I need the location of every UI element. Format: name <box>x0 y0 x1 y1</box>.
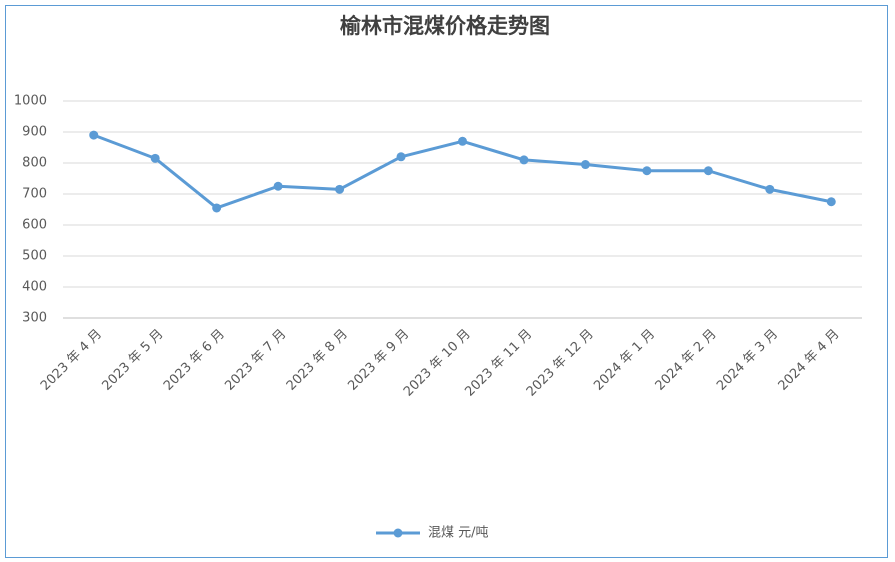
legend-marker <box>393 528 403 538</box>
y-tick-label: 900 <box>22 125 47 140</box>
data-point <box>150 153 160 163</box>
data-point <box>580 160 590 170</box>
y-tick-label: 300 <box>22 311 47 326</box>
y-tick-label: 800 <box>22 156 47 171</box>
data-point <box>519 155 529 165</box>
y-tick-label: 400 <box>22 280 47 295</box>
y-tick-label: 700 <box>22 187 47 202</box>
chart-title: 榆林市混煤价格走势图 <box>340 14 550 38</box>
data-point <box>642 166 652 176</box>
data-point <box>89 130 99 140</box>
data-point <box>335 184 345 194</box>
legend-label: 混煤 元/吨 <box>428 526 489 541</box>
data-point <box>765 184 775 194</box>
y-tick-label: 500 <box>22 249 47 264</box>
data-point <box>458 136 467 146</box>
data-point <box>396 152 406 162</box>
y-tick-label: 600 <box>22 218 47 233</box>
y-tick-label: 1000 <box>14 94 47 109</box>
data-point <box>212 203 222 213</box>
chart-border <box>5 5 888 558</box>
data-point <box>703 166 713 176</box>
data-point <box>826 197 836 207</box>
data-point <box>273 181 283 191</box>
